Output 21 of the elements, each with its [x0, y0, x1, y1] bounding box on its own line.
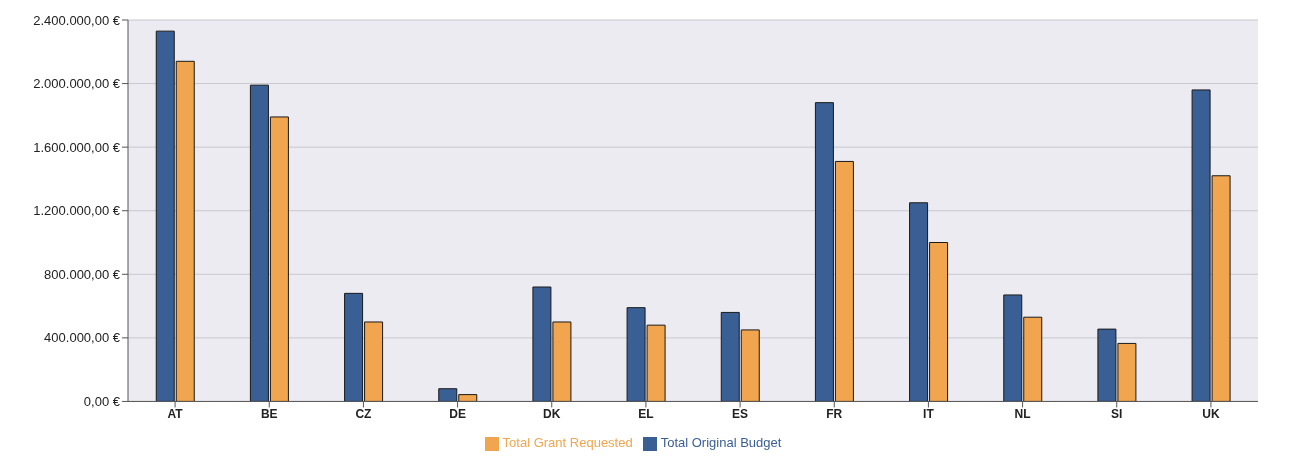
- x-tick-label: SI: [1111, 406, 1123, 421]
- x-tick-label: DK: [543, 406, 561, 421]
- y-tick-label: 800.000,00 €: [44, 266, 121, 282]
- x-tick-label: ES: [732, 406, 749, 421]
- x-tick-label: DE: [449, 406, 466, 421]
- legend-label: Total Original Budget: [660, 435, 782, 451]
- y-tick-label: 2.400.000,00 €: [33, 12, 121, 28]
- y-tick-label: 1.200.000,00 €: [33, 203, 121, 219]
- y-tick-label: 2.000.000,00 €: [33, 76, 121, 92]
- x-tick-label: FR: [826, 406, 843, 421]
- x-tick-label: AT: [167, 406, 184, 421]
- x-tick-label: CZ: [355, 406, 372, 421]
- x-tick-label: NL: [1014, 406, 1031, 421]
- x-tick-label: IT: [923, 406, 935, 421]
- x-tick-label: BE: [260, 406, 278, 421]
- y-tick-label: 400.000,00 €: [44, 330, 121, 346]
- x-tick-label: UK: [1202, 406, 1220, 421]
- y-tick-label: 0,00 €: [83, 394, 121, 410]
- legend-label: Total Grant Requested: [502, 435, 633, 451]
- y-tick-label: 1.600.000,00 €: [33, 139, 121, 155]
- x-tick-label: EL: [638, 406, 654, 421]
